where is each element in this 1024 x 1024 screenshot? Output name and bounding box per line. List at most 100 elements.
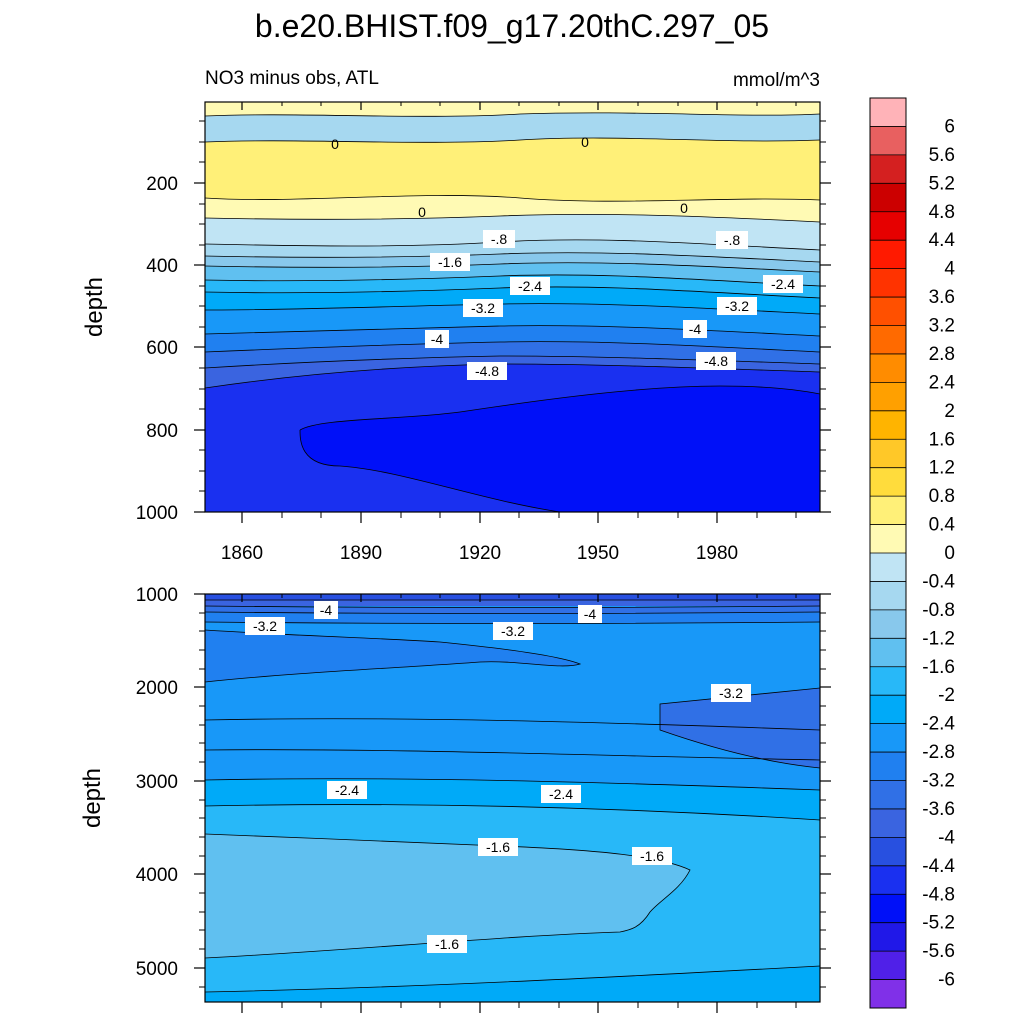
y-tick-label: 3000 [136, 772, 178, 793]
colorbar-label: 4.8 [929, 202, 955, 223]
colorbar-swatch [870, 496, 906, 525]
contour-label: -3.2 [253, 618, 277, 634]
upper-band [205, 325, 820, 352]
colorbar-label: -1.2 [922, 628, 955, 649]
upper-plot-frame [204, 101, 821, 513]
contour-label: -3.2 [725, 298, 749, 314]
colorbar-label: 0.8 [929, 486, 955, 507]
lower-x-ticks [241, 594, 797, 1013]
upper-band [205, 303, 820, 336]
upper-y-axis-label: depth [81, 277, 108, 337]
upper-band [205, 239, 820, 262]
upper-band [205, 138, 820, 202]
contour-label: 0 [418, 204, 426, 220]
upper-band [205, 341, 820, 368]
contour-label-box [510, 277, 550, 295]
colorbar-swatch [870, 752, 906, 781]
colorbar-label: -2 [938, 685, 955, 706]
colorbar-label: -0.4 [922, 571, 955, 592]
x-axis-tick-labels: 1860 1890 1920 1950 1980 [221, 543, 738, 564]
lower-y-ticks [194, 593, 831, 988]
contour-label-box [483, 230, 515, 248]
lower-plot-frame [204, 593, 821, 1003]
y-tick-label: 200 [146, 174, 178, 195]
lower-band [205, 966, 820, 1002]
lower-y-axis-label: depth [79, 768, 106, 828]
colorbar-label: 2.4 [929, 372, 956, 393]
lower-band [205, 834, 690, 958]
contour-label-box [245, 617, 285, 635]
contour-label: -4.8 [704, 353, 728, 369]
colorbar-label: 2 [944, 401, 955, 422]
colorbar-swatch [870, 183, 906, 213]
y-tick-label: 600 [146, 338, 178, 359]
units-label: mmol/m^3 [733, 70, 820, 91]
contour-label-box [578, 605, 602, 623]
contour-label-box [425, 330, 449, 348]
colorbar-swatch [870, 524, 906, 554]
contour-label-box [314, 601, 338, 619]
contour-label: -2.4 [335, 782, 359, 798]
y-tick-label: 800 [146, 421, 178, 442]
upper-band [205, 356, 820, 388]
contour-label-box [327, 781, 367, 799]
colorbar-label: -1.6 [922, 657, 955, 678]
variable-label: NO3 minus obs, ATL [205, 68, 379, 89]
upper-y-tick-labels: 200 400 600 800 1000 [136, 174, 178, 524]
colorbar-swatch [870, 98, 906, 127]
colorbar-swatch [870, 979, 906, 1009]
contour-label-box [427, 935, 467, 953]
colorbar-label: 0 [944, 543, 955, 564]
upper-band [205, 112, 820, 143]
colorbar-swatch [870, 439, 906, 469]
colorbar-label: -3.6 [922, 799, 955, 820]
y-tick-label: 5000 [136, 959, 178, 980]
lower-band [205, 630, 580, 682]
contour-label: -2.4 [549, 786, 573, 802]
colorbar-swatch [870, 325, 906, 355]
colorbar-label: 5.2 [929, 173, 955, 194]
contour-label: -1.6 [486, 839, 510, 855]
colorbar-swatch [870, 297, 906, 326]
colorbar-swatch [870, 780, 906, 810]
contour-label-box [763, 275, 803, 293]
contour-label-box [683, 320, 707, 338]
y-tick-label: 4000 [136, 865, 178, 886]
contour-label: -3.2 [501, 623, 525, 639]
colorbar-swatch [870, 922, 906, 952]
lower-band [205, 606, 820, 614]
colorbar-swatch [870, 553, 906, 582]
colorbar-swatch [870, 410, 906, 440]
contour-label: -4 [689, 321, 702, 337]
lower-contour-labels: -4 -4 -3.2 -3.2 -3.2 -2.4 -2.4 -1.6 -1.6 -1.6 [245, 601, 751, 953]
colorbar-swatch [870, 666, 906, 696]
contour-label: -4.8 [475, 363, 499, 379]
colorbar-swatch [870, 865, 906, 895]
colorbar-swatch [870, 126, 906, 156]
colorbar-swatch [870, 240, 906, 270]
upper-contour-labels: 0 00 0-.8 -.8-1.6-2.4 -2.4-3.2 -3.2-4-4-4.8-4… [331, 134, 803, 380]
colorbar: 6 5.6 5.2 4.8 4.4 4 3.6 3.2 2.8 2.4 2 1.6 1.2 0.8 0.4 0… [869, 97, 956, 1009]
colorbar-swatch [870, 808, 906, 838]
colorbar-label: -3.2 [922, 771, 955, 792]
contour-label: -.8 [724, 232, 741, 248]
colorbar-swatch [870, 382, 906, 412]
colorbar-swatch [870, 837, 906, 867]
colorbar-label: -2.8 [922, 742, 955, 763]
colorbar-label: 6 [944, 116, 955, 137]
lower-band [205, 600, 820, 606]
contour-label-box [716, 231, 748, 249]
lower-band [205, 612, 820, 624]
contour-label-box [717, 297, 757, 315]
x-tick-label: 1890 [340, 543, 382, 564]
y-tick-label: 1000 [136, 585, 178, 606]
colorbar-swatch [870, 695, 906, 725]
colorbar-swatch [870, 609, 906, 639]
x-tick-label: 1980 [696, 543, 738, 564]
contour-label: -1.6 [435, 936, 459, 952]
contour-label: -2.4 [518, 278, 542, 294]
contour-label: -3.2 [471, 300, 495, 316]
colorbar-label: -4.4 [922, 856, 955, 877]
contour-label-box [478, 838, 518, 856]
